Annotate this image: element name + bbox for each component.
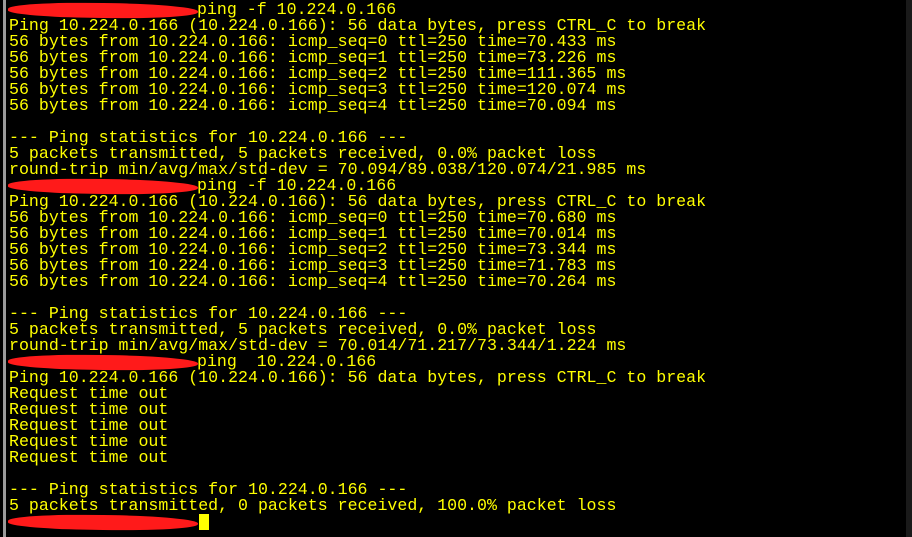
output-line: Request time out	[9, 416, 169, 435]
output-line: 56 bytes from 10.224.0.166: icmp_seq=1 t…	[9, 224, 617, 243]
output-line: --- Ping statistics for 10.224.0.166 ---	[9, 480, 408, 499]
output-line: 56 bytes from 10.224.0.166: icmp_seq=3 t…	[9, 80, 627, 99]
text-cursor	[199, 514, 209, 530]
output-line: Ping 10.224.0.166 (10.224.0.166): 56 dat…	[9, 368, 707, 387]
command-text: ping -f 10.224.0.166	[197, 0, 397, 19]
command-text: ping 10.224.0.166	[197, 352, 377, 371]
output-line: --- Ping statistics for 10.224.0.166 ---	[9, 128, 408, 147]
output-line: round-trip min/avg/max/std-dev = 70.014/…	[9, 336, 627, 355]
output-line: 56 bytes from 10.224.0.166: icmp_seq=3 t…	[9, 256, 617, 275]
output-line: Ping 10.224.0.166 (10.224.0.166): 56 dat…	[9, 192, 707, 211]
output-line: Request time out	[9, 384, 169, 403]
output-line: Request time out	[9, 448, 169, 467]
output-line: 56 bytes from 10.224.0.166: icmp_seq=0 t…	[9, 208, 617, 227]
terminal-window[interactable]: ping -f 10.224.0.166 Ping 10.224.0.166 (1…	[3, 0, 906, 537]
output-line: 56 bytes from 10.224.0.166: icmp_seq=2 t…	[9, 64, 627, 83]
output-line: --- Ping statistics for 10.224.0.166 ---	[9, 304, 408, 323]
output-line: 5 packets transmitted, 0 packets receive…	[9, 496, 617, 515]
output-line: 56 bytes from 10.224.0.166: icmp_seq=2 t…	[9, 240, 617, 259]
output-line: Request time out	[9, 400, 169, 419]
output-line: 56 bytes from 10.224.0.166: icmp_seq=4 t…	[9, 272, 617, 291]
output-line: 56 bytes from 10.224.0.166: icmp_seq=4 t…	[9, 96, 617, 115]
output-line: Request time out	[9, 432, 169, 451]
output-line: 56 bytes from 10.224.0.166: icmp_seq=1 t…	[9, 48, 617, 67]
output-line: Ping 10.224.0.166 (10.224.0.166): 56 dat…	[9, 16, 707, 35]
scrollbar[interactable]	[906, 0, 912, 537]
output-line: round-trip min/avg/max/std-dev = 70.094/…	[9, 160, 647, 179]
output-line: 5 packets transmitted, 5 packets receive…	[9, 320, 597, 339]
redacted-prompt	[7, 513, 199, 532]
command-text: ping -f 10.224.0.166	[197, 176, 397, 195]
output-line: 5 packets transmitted, 5 packets receive…	[9, 144, 597, 163]
output-line: 56 bytes from 10.224.0.166: icmp_seq=0 t…	[9, 32, 617, 51]
